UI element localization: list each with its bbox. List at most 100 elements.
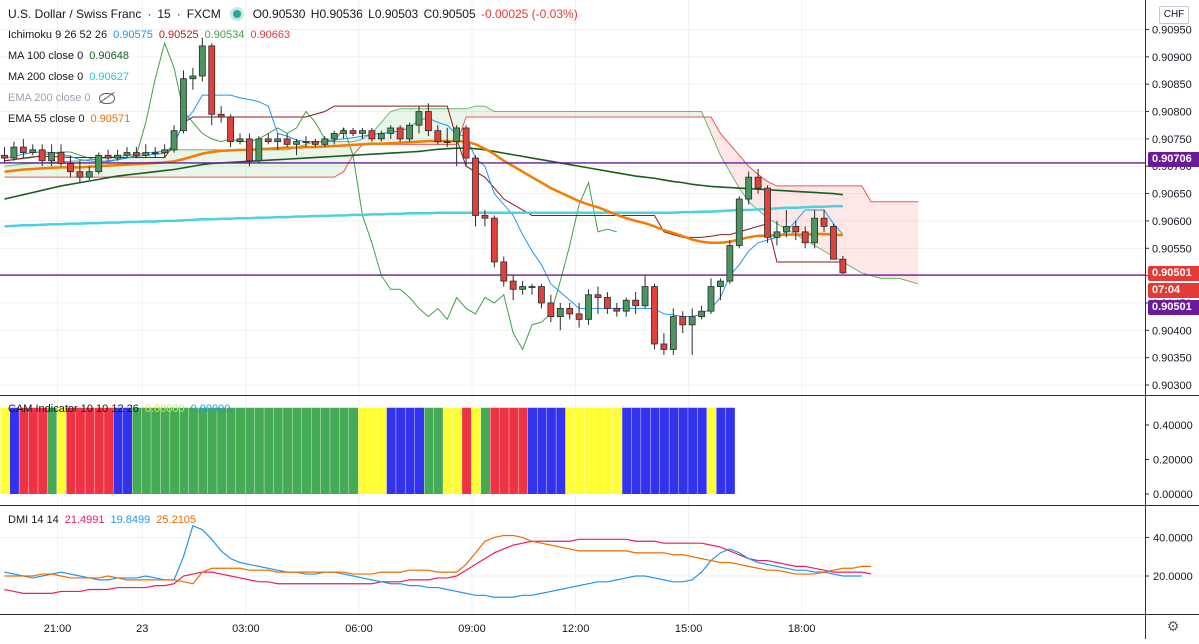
open-value: O0.90530	[252, 7, 306, 21]
candle-body	[603, 297, 611, 309]
indicator-legend-value: 0.90525	[158, 29, 199, 41]
kumo-cloud-segment	[51, 161, 62, 178]
price-badge: 0.90501	[1148, 300, 1199, 315]
indicator-legend[interactable]: Ichimoku 9 26 52 26 0.90575 0.90525 0.90534…	[8, 29, 290, 41]
candle-body	[707, 286, 715, 312]
cam-bar	[9, 407, 19, 494]
candle-body	[293, 141, 300, 145]
indicator-legend[interactable]: EMA 200 close 0	[8, 92, 115, 104]
kumo-cloud-segment	[484, 106, 495, 118]
kumo-cloud-segment	[136, 153, 146, 178]
cam-bar	[254, 407, 264, 494]
price-tick-label: 0.90350	[1152, 353, 1192, 365]
indicator-legend[interactable]: MA 100 close 0 0.90648	[8, 50, 129, 62]
candle-body	[735, 198, 743, 246]
candle-body	[236, 138, 244, 143]
price-tick-label: 0.90950	[1152, 25, 1192, 37]
candle-body	[340, 130, 348, 134]
candle-body	[29, 149, 37, 153]
cam-bar	[104, 407, 114, 494]
cam-bar	[716, 407, 726, 494]
indicator-legend[interactable]: EMA 55 close 0 0.90571	[8, 113, 130, 125]
kumo-cloud-segment	[616, 111, 627, 118]
price-tick-label: 0.90900	[1152, 52, 1192, 64]
price-tick-label: 0.90600	[1152, 216, 1192, 228]
cam-bar	[301, 407, 311, 494]
exchange: FXCM	[186, 7, 221, 21]
eye-hidden-icon[interactable]	[98, 92, 115, 104]
time-tick-label: 21:00	[44, 623, 72, 635]
cam-bar	[386, 407, 396, 494]
candle-body	[443, 141, 451, 144]
kumo-cloud-segment	[513, 111, 523, 118]
candle-body	[651, 286, 658, 345]
candle-body	[462, 127, 470, 159]
ohlc-values: O0.90530 H0.90536 L0.90503 C0.90505 -0.0…	[253, 7, 580, 21]
cam-bar	[707, 407, 717, 494]
cam-legend-label: CAM Indicator 10 10 12 26	[8, 403, 139, 415]
cam-tick-label: 0.40000	[1153, 420, 1193, 432]
cam-bar	[688, 407, 698, 494]
ma100-line	[4, 147, 843, 200]
cam-bar	[0, 407, 10, 494]
cam-bar	[631, 407, 641, 494]
dmi-legend-value: 25.2105	[156, 514, 197, 526]
market-status-icon	[232, 10, 241, 18]
cam-bar	[283, 407, 293, 494]
cam-bar	[311, 407, 321, 494]
candle-body	[782, 225, 790, 233]
price-tick-label: 0.90650	[1152, 189, 1192, 201]
time-tick-label: 12:00	[562, 623, 590, 635]
kumo-cloud-segment	[729, 144, 740, 189]
time-tick-label: 09:00	[458, 623, 486, 635]
kumo-cloud-segment	[635, 111, 646, 118]
cam-bar	[565, 407, 575, 494]
cam-bar	[528, 407, 538, 494]
interval[interactable]: 15	[157, 7, 171, 21]
cam-bar	[85, 407, 95, 494]
kumo-cloud-segment	[324, 141, 335, 178]
indicator-legend-value: 0.90575	[113, 29, 153, 41]
cam-bar	[217, 407, 227, 494]
cam-bar	[697, 407, 707, 494]
candle-body	[1, 154, 8, 159]
kumo-cloud-segment	[588, 111, 598, 118]
candle-body	[67, 163, 74, 173]
candle-body	[123, 152, 131, 156]
candle-body	[415, 111, 423, 126]
cam-bar	[603, 407, 613, 494]
symbol-name[interactable]: U.S. Dollar / Swiss Franc	[8, 7, 142, 21]
cam-legend[interactable]: CAM Indicator 10 10 12 26 0.00000 0.0000…	[8, 403, 230, 415]
cam-bar	[443, 407, 453, 494]
dmi-legend[interactable]: DMI 14 14 21.4991 19.8499 25.2105	[8, 514, 196, 526]
candle-body	[660, 343, 668, 350]
indicator-legend[interactable]: MA 200 close 0 0.90627	[8, 71, 129, 83]
kumo-cloud-segment	[117, 155, 127, 178]
candle-body	[424, 111, 432, 132]
cam-bar	[622, 407, 632, 494]
cam-bar	[367, 407, 377, 494]
kumo-cloud-segment	[899, 201, 909, 282]
cam-bar	[452, 407, 462, 494]
candle-body	[434, 130, 442, 143]
candle-body	[585, 294, 592, 320]
kumo-cloud-segment	[494, 111, 504, 118]
candle-body	[490, 217, 498, 263]
kumo-cloud-segment	[315, 141, 325, 178]
cam-bar	[320, 407, 330, 494]
currency-button[interactable]: CHF	[1159, 6, 1189, 24]
kumo-cloud-segment	[673, 111, 683, 118]
kumo-cloud-segment	[786, 185, 796, 235]
indicator-legend-value: 0.90534	[204, 29, 245, 41]
kumo-cloud-segment	[532, 111, 542, 118]
cam-bar	[151, 407, 161, 494]
candle-body	[509, 280, 517, 290]
indicator-legend-value: 0.90571	[90, 113, 131, 125]
candle-body	[538, 286, 545, 304]
cam-bar	[518, 407, 528, 494]
gear-icon[interactable]: ⚙	[1166, 618, 1180, 634]
candle-body	[556, 308, 564, 318]
separator-dot-2: ·	[176, 7, 181, 21]
